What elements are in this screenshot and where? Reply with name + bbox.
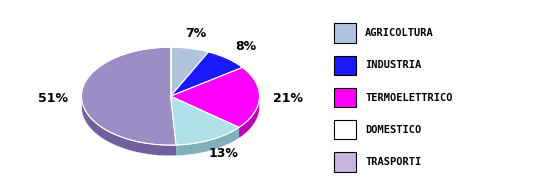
Polygon shape bbox=[176, 127, 239, 156]
Text: TRASPORTI: TRASPORTI bbox=[365, 157, 421, 167]
Bar bbox=[334, 152, 356, 172]
Bar bbox=[334, 120, 356, 139]
Text: 21%: 21% bbox=[273, 92, 303, 105]
Text: 13%: 13% bbox=[209, 147, 239, 160]
Polygon shape bbox=[239, 97, 260, 138]
Text: TERMOELETTRICO: TERMOELETTRICO bbox=[365, 93, 453, 103]
Text: 51%: 51% bbox=[38, 92, 68, 105]
Text: 7%: 7% bbox=[185, 27, 207, 40]
Polygon shape bbox=[81, 99, 176, 156]
Bar bbox=[334, 56, 356, 75]
Bar bbox=[334, 88, 356, 107]
Polygon shape bbox=[81, 47, 176, 145]
Text: 8%: 8% bbox=[235, 40, 256, 53]
Bar bbox=[334, 23, 356, 43]
Polygon shape bbox=[170, 96, 239, 145]
Polygon shape bbox=[170, 67, 260, 127]
Polygon shape bbox=[170, 52, 243, 96]
Text: INDUSTRIA: INDUSTRIA bbox=[365, 60, 421, 70]
Text: AGRICOLTURA: AGRICOLTURA bbox=[365, 28, 434, 38]
Text: DOMESTICO: DOMESTICO bbox=[365, 125, 421, 135]
Polygon shape bbox=[170, 47, 208, 96]
